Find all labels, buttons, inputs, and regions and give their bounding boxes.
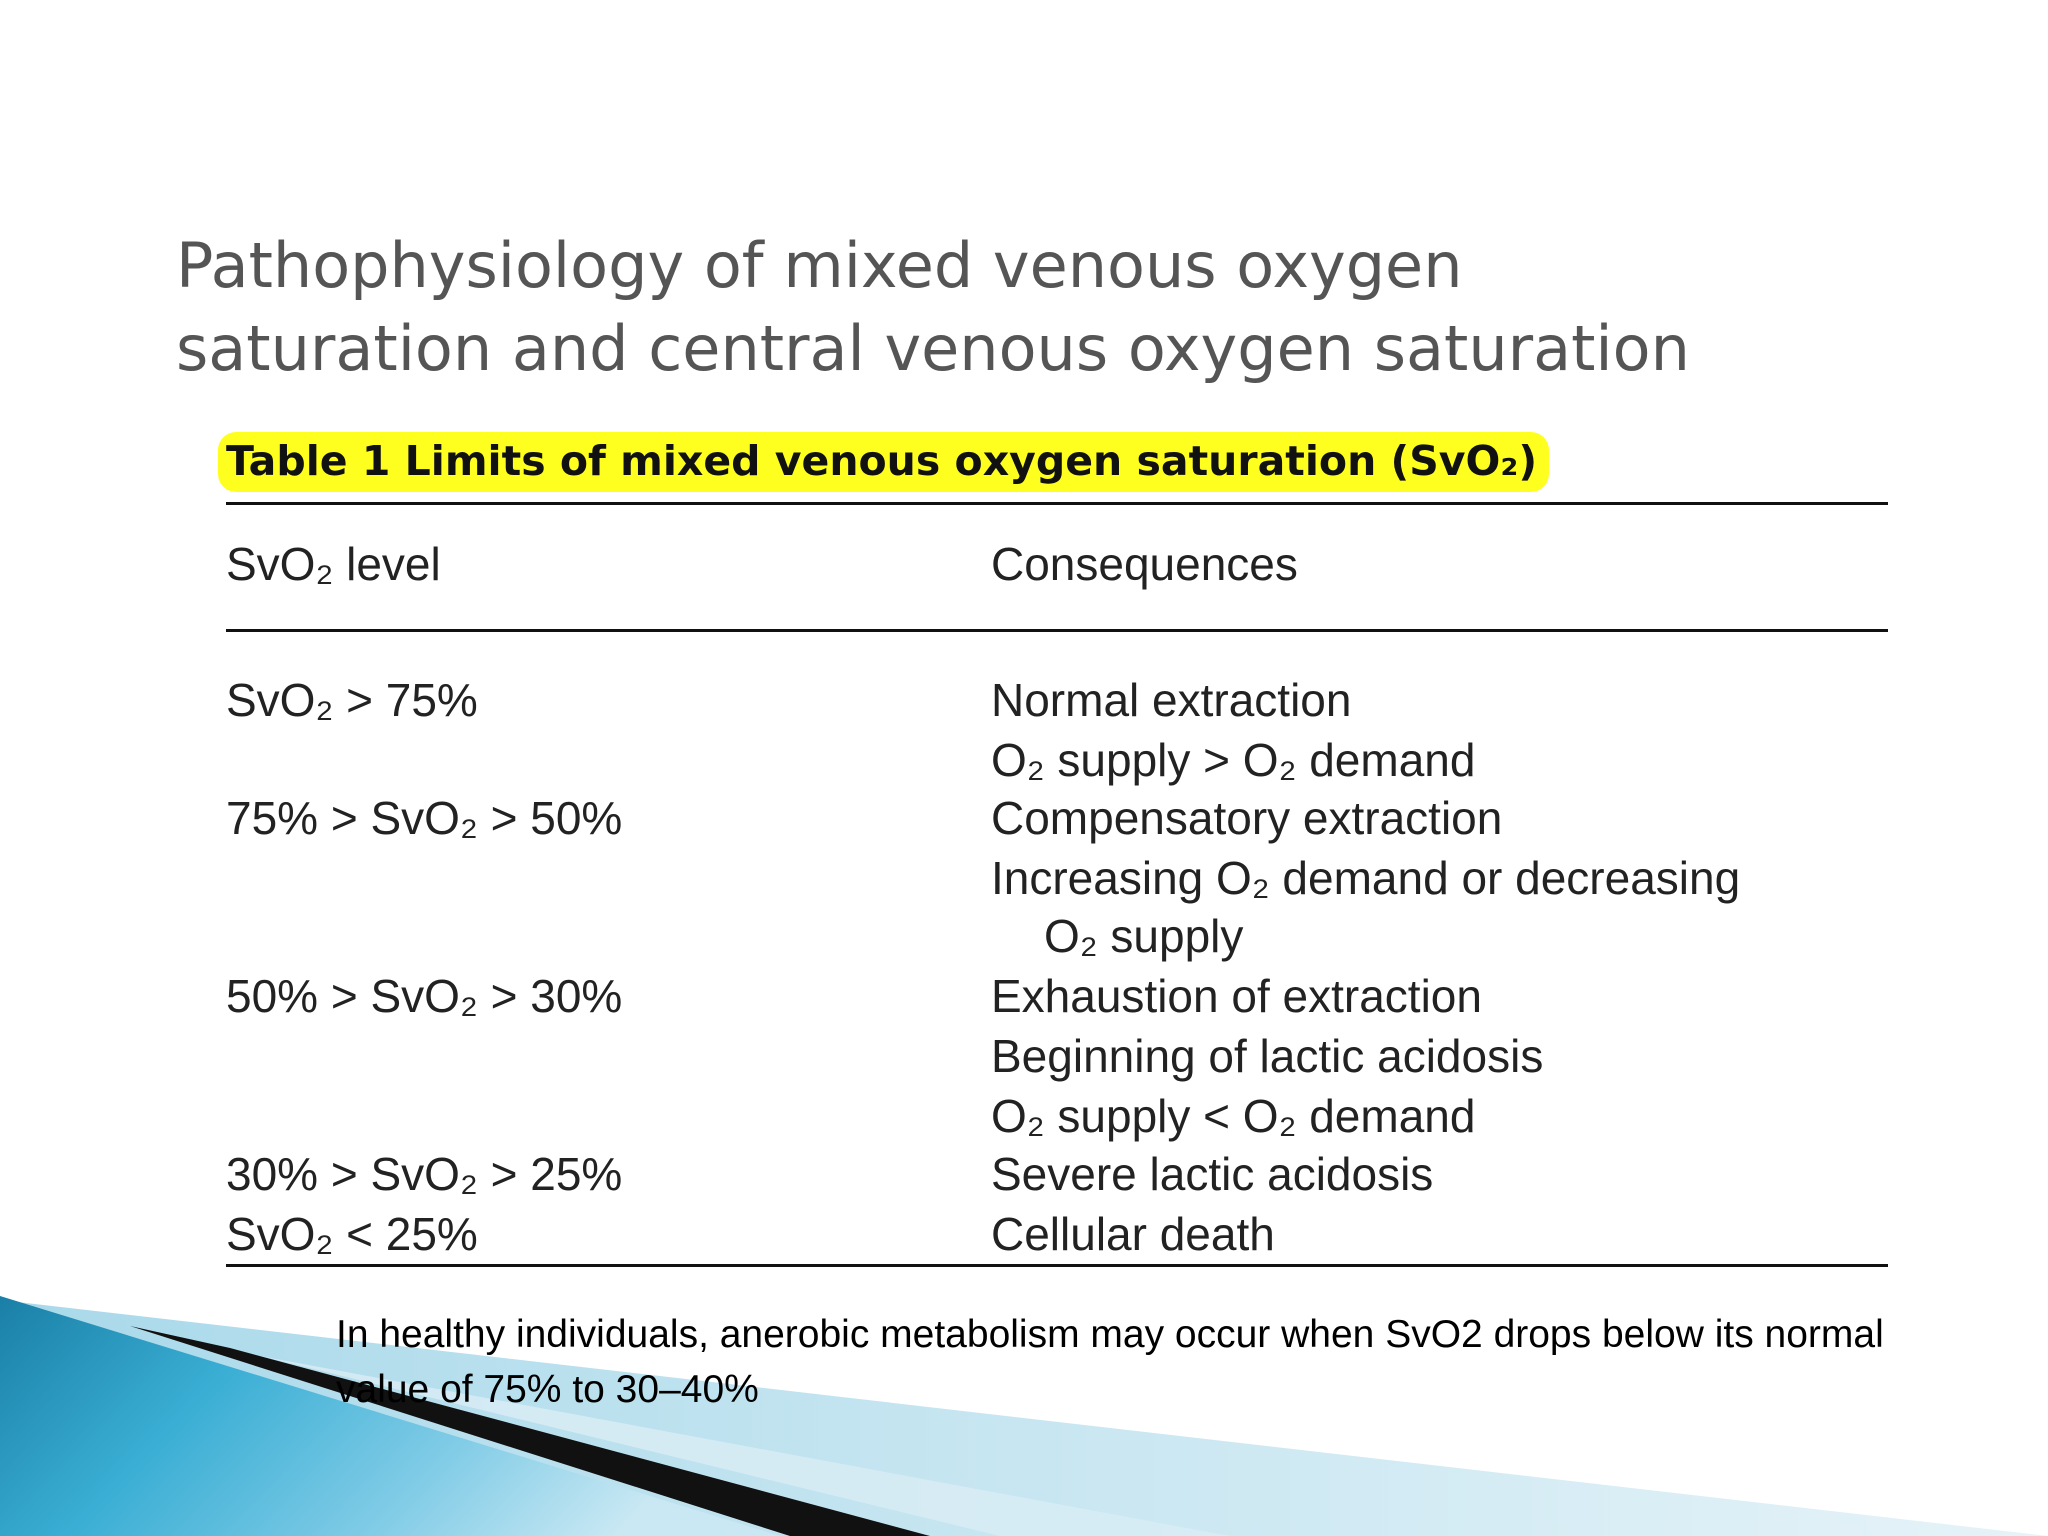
row-2-consequence-1: Compensatory extraction (991, 792, 1503, 844)
row-4-consequence-1: Severe lactic acidosis (991, 1148, 1434, 1200)
row-1-consequence-2: O₂ supply > O₂ demand (991, 734, 1476, 786)
row-4-level: 30% > SvO₂ > 25% (226, 1148, 623, 1200)
slide-title-line-1: Pathophysiology of mixed venous oxygen (176, 229, 1463, 302)
table-body: SvO₂ > 75% Normal extraction O₂ supply >… (226, 632, 1888, 1264)
row-3-level: 50% > SvO₂ > 30% (226, 970, 623, 1022)
row-2-consequence-3: O₂ supply (1044, 910, 1244, 962)
table-header-row: SvO₂ level Consequences (226, 505, 1888, 629)
slide-title: Pathophysiology of mixed venous oxygen s… (176, 224, 1936, 390)
table-top-rule (226, 502, 1888, 505)
svo2-limits-table: Table 1 Limits of mixed venous oxygen sa… (218, 432, 1888, 1267)
row-1-level: SvO₂ > 75% (226, 674, 478, 726)
table-caption: Table 1 Limits of mixed venous oxygen sa… (218, 432, 1550, 492)
row-2-consequence-2: Increasing O₂ demand or decreasing (991, 852, 1741, 904)
table-header-rule (226, 629, 1888, 632)
footnote-text: In healthy individuals, anerobic metabol… (336, 1313, 1884, 1411)
row-5-consequence-1: Cellular death (991, 1208, 1275, 1260)
row-3-consequence-2: Beginning of lactic acidosis (991, 1030, 1544, 1082)
row-5-level: SvO₂ < 25% (226, 1208, 478, 1260)
row-1-consequence-1: Normal extraction (991, 674, 1352, 726)
row-3-consequence-3: O₂ supply < O₂ demand (991, 1090, 1476, 1142)
header-svo2-level: SvO₂ level (226, 538, 441, 590)
slide-title-line-2: saturation and central venous oxygen sat… (176, 312, 1690, 385)
row-2-level: 75% > SvO₂ > 50% (226, 792, 623, 844)
header-consequences: Consequences (991, 538, 1298, 590)
table-bottom-rule (226, 1264, 1888, 1267)
row-3-consequence-1: Exhaustion of extraction (991, 970, 1482, 1022)
